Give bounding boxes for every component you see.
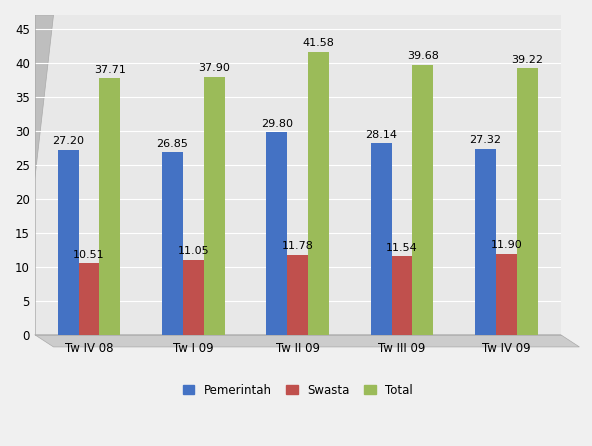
Bar (371, 143, 391, 334)
Polygon shape (0, 15, 53, 334)
Polygon shape (35, 334, 580, 347)
Bar (475, 149, 496, 334)
Bar (183, 260, 204, 334)
Text: 39.68: 39.68 (407, 51, 439, 62)
Bar (413, 65, 433, 334)
Bar (266, 132, 287, 334)
Bar (99, 78, 120, 334)
Legend: Pemerintah, Swasta, Total: Pemerintah, Swasta, Total (178, 379, 417, 401)
Text: 37.71: 37.71 (94, 65, 126, 75)
Bar (204, 77, 224, 334)
Bar (287, 255, 308, 334)
Text: 26.85: 26.85 (156, 139, 188, 149)
Bar (391, 256, 413, 334)
Bar (79, 263, 99, 334)
Bar (496, 254, 517, 334)
Text: 11.90: 11.90 (491, 240, 522, 250)
Text: 11.05: 11.05 (178, 246, 209, 256)
Text: 28.14: 28.14 (365, 130, 397, 140)
Text: 27.20: 27.20 (52, 136, 84, 146)
Text: 11.54: 11.54 (386, 243, 418, 253)
Text: 41.58: 41.58 (303, 38, 334, 49)
Bar (57, 150, 79, 334)
Bar (517, 68, 538, 334)
Text: 37.90: 37.90 (198, 63, 230, 74)
Text: 27.32: 27.32 (469, 136, 501, 145)
Text: 11.78: 11.78 (282, 241, 314, 251)
Bar (162, 152, 183, 334)
Text: 10.51: 10.51 (73, 250, 105, 260)
Text: 29.80: 29.80 (261, 119, 293, 128)
Bar (308, 52, 329, 334)
Text: 39.22: 39.22 (511, 54, 543, 65)
